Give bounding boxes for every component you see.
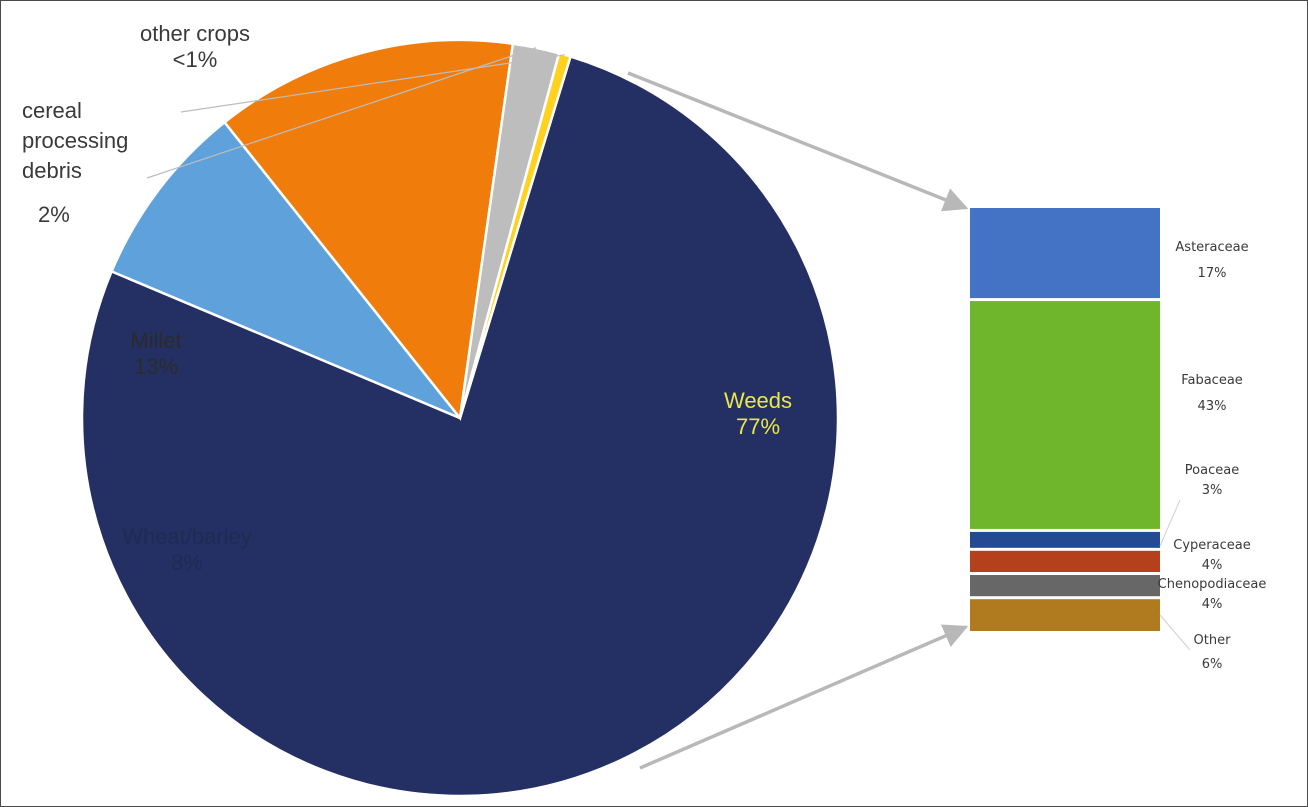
leader-line-other-crops — [180, 54, 565, 113]
pie-pct-weeds: 77% — [736, 414, 780, 439]
bar-pct-other: 6% — [1202, 657, 1223, 672]
pie-pct-wheat-barley: 8% — [171, 550, 203, 575]
pie-pct-other-crops: <1% — [173, 47, 218, 72]
pie-slice-millet — [222, 38, 515, 422]
bar-pct-poaceae: 3% — [1202, 483, 1223, 498]
bar-label-fabaceae: Fabaceae — [1181, 373, 1243, 388]
bar-pct-fabaceae: 43% — [1198, 399, 1227, 414]
pie-label-cereal-processing-debris-line-0: cereal — [22, 98, 82, 123]
pie-pct-cereal-processing-debris: 2% — [38, 202, 70, 227]
stacked-bar — [970, 208, 1160, 631]
bar-label-chenopodiaceae: Chenopodiaceae — [1158, 577, 1267, 592]
bar-label-other: Other — [1194, 633, 1232, 648]
bar-leader-other — [1159, 614, 1191, 651]
pie-label-other-crops: other crops — [140, 21, 250, 46]
pie-slice-wheat-barley — [109, 120, 461, 420]
bar-label-poaceae: Poaceae — [1185, 463, 1239, 478]
bar-segment-other — [970, 599, 1160, 631]
bar-pct-cyperaceae: 4% — [1202, 558, 1223, 573]
bar-label-cyperaceae: Cyperaceae — [1173, 538, 1250, 553]
pie-pct-millet: 13% — [134, 354, 178, 379]
pie-label-cereal-processing-debris-line-2: debris — [22, 158, 82, 183]
connector-lines — [627, 71, 969, 770]
bar-segment-cyperaceae — [970, 550, 1160, 573]
pie-label-wheat-barley: Wheat/barley — [122, 524, 252, 549]
bar-segment-fabaceae — [970, 301, 1160, 529]
bar-label-asteraceae: Asteraceae — [1175, 240, 1248, 255]
pie-slice-weeds — [80, 54, 840, 798]
connector-arrow-bottom — [639, 624, 969, 770]
bar-segment-chenopodiaceae — [970, 575, 1160, 597]
bar-pct-asteraceae: 17% — [1198, 266, 1227, 281]
pie-label-cereal-processing-debris-line-1: processing — [22, 128, 128, 153]
pie-label-weeds: Weeds — [724, 388, 792, 413]
bar-segment-asteraceae — [970, 208, 1160, 299]
leader-line-cereal-processing-debris — [146, 47, 537, 179]
bar-segment-poaceae — [970, 531, 1160, 548]
stacked-bar-labels: Asteraceae 17% Fabaceae 43% Poaceae 3% Cyperac… — [1158, 240, 1267, 672]
pie-label-millet: Millet — [130, 328, 181, 353]
pie-chart — [80, 38, 840, 798]
bar-leader-poaceae — [1159, 499, 1181, 547]
bar-pct-chenopodiaceae: 4% — [1202, 597, 1223, 612]
connector-arrow-top — [627, 71, 969, 212]
